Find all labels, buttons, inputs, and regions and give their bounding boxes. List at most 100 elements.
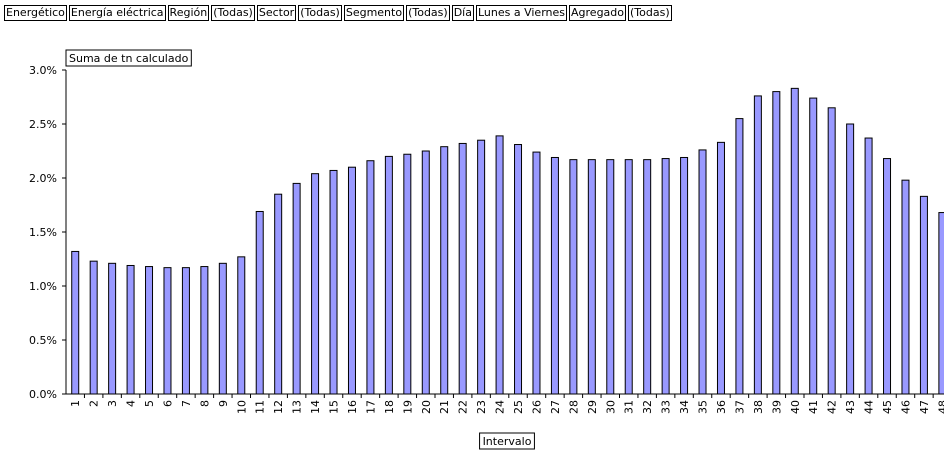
x-tick-label: 9 <box>217 400 230 407</box>
x-tick-label: 45 <box>881 400 894 414</box>
bar <box>163 267 172 395</box>
bar <box>274 193 283 395</box>
y-tick-label: 2.5% <box>29 118 57 131</box>
bar <box>772 91 781 395</box>
x-tick-label: 28 <box>567 400 580 414</box>
bar <box>680 156 689 395</box>
x-tick-label: 15 <box>328 400 341 414</box>
value-field-button[interactable]: Suma de tn calculado <box>65 49 192 67</box>
x-tick-label: 20 <box>420 400 433 414</box>
x-tick-label: 33 <box>660 400 673 414</box>
y-tick-label: 0.5% <box>29 334 57 347</box>
bar <box>716 141 725 395</box>
filter-field[interactable]: Sector <box>256 5 297 21</box>
bar <box>329 169 338 395</box>
x-field[interactable]: Intervalo <box>479 432 535 450</box>
x-tick-label: 40 <box>789 400 802 414</box>
bar <box>89 260 98 395</box>
y-tick-label: 0.0% <box>29 388 57 401</box>
bar <box>698 149 707 395</box>
bar <box>255 210 264 395</box>
x-tick-label: 48 <box>936 400 944 414</box>
y-tick-label: 1.0% <box>29 280 57 293</box>
bar <box>735 118 744 395</box>
x-tick-label: 42 <box>826 400 839 414</box>
y-tick-label: 1.5% <box>29 226 57 239</box>
bar <box>384 155 393 395</box>
bar <box>218 262 227 395</box>
x-tick-label: 27 <box>549 400 562 414</box>
filter-field[interactable]: Energía eléctrica <box>68 5 166 21</box>
bar <box>846 123 855 395</box>
x-tick-label: 34 <box>678 400 691 414</box>
x-tick-label: 14 <box>309 400 322 414</box>
x-tick-label: 11 <box>254 400 267 414</box>
x-tick-label: 31 <box>623 400 636 414</box>
x-tick-label: 2 <box>88 400 101 407</box>
bar <box>366 160 375 395</box>
x-tick-label: 16 <box>346 400 359 414</box>
x-tick-label: 23 <box>475 400 488 414</box>
x-tick-label: 5 <box>143 400 156 407</box>
bar <box>181 267 190 395</box>
bar <box>145 266 154 395</box>
filter-field[interactable]: (Todas) <box>628 5 672 21</box>
y-tick-label: 2.0% <box>29 172 57 185</box>
x-tick-label: 29 <box>586 400 599 414</box>
bar <box>200 266 209 395</box>
x-tick-label: 32 <box>641 400 654 414</box>
x-tick-label: 44 <box>863 400 876 414</box>
x-tick-label: 19 <box>401 400 414 414</box>
x-tick-label: 26 <box>530 400 543 414</box>
filter-field[interactable]: Energético <box>4 5 67 21</box>
value-field-button-box <box>65 49 192 67</box>
bar <box>347 166 356 395</box>
x-tick-label: 35 <box>697 400 710 414</box>
x-tick-label: 36 <box>715 400 728 414</box>
bar <box>458 142 467 395</box>
x-tick-label: 13 <box>291 400 304 414</box>
x-tick-label: 47 <box>918 400 931 414</box>
y-tick-label: 3.0% <box>29 64 57 77</box>
filter-field[interactable]: (Todas) <box>298 5 342 21</box>
bar <box>606 159 615 395</box>
x-field-box <box>479 432 535 450</box>
bar <box>126 264 135 395</box>
x-tick-label: 22 <box>457 400 470 414</box>
x-tick-label: 38 <box>752 400 765 414</box>
filter-field[interactable]: (Todas) <box>211 5 255 21</box>
value-field-button-text: Suma de tn calculado <box>69 52 189 65</box>
bar <box>237 256 246 395</box>
bar <box>864 137 873 395</box>
x-tick-label: 8 <box>198 400 211 407</box>
filter-field[interactable]: Región <box>167 5 210 21</box>
bar <box>311 173 320 395</box>
bar <box>827 107 836 395</box>
filter-bar: Energético Energía eléctrica Región (Todas)… <box>4 5 672 21</box>
bar <box>569 159 578 395</box>
bar <box>790 87 799 395</box>
filter-field[interactable]: Agregado <box>569 5 627 21</box>
bar <box>883 158 892 395</box>
x-tick-label: 41 <box>807 400 820 414</box>
x-tick-label: 6 <box>161 400 174 407</box>
bar <box>292 182 301 395</box>
bar <box>643 159 652 395</box>
filter-field[interactable]: (Todas) <box>406 5 450 21</box>
filter-field[interactable]: Lunes a Viernes <box>475 5 568 21</box>
bar <box>809 97 818 395</box>
bar <box>532 151 541 395</box>
filter-field[interactable]: Día <box>451 5 474 21</box>
bar <box>550 156 559 395</box>
bar <box>938 212 944 395</box>
x-tick-label: 39 <box>770 400 783 414</box>
bar <box>901 179 910 395</box>
x-tick-label: 37 <box>733 400 746 414</box>
filter-field[interactable]: Segmento <box>343 5 405 21</box>
bar <box>440 146 449 395</box>
x-tick-label: 30 <box>604 400 617 414</box>
x-tick-label: 46 <box>899 400 912 414</box>
bar <box>421 150 430 395</box>
bar <box>477 139 486 395</box>
